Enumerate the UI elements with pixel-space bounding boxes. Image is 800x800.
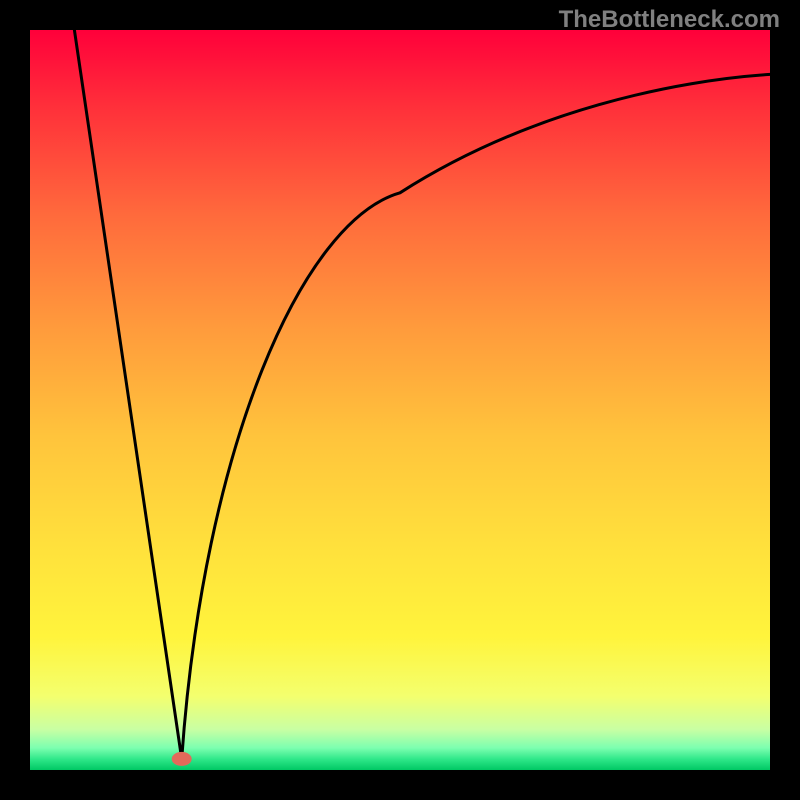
curve-layer — [30, 30, 770, 770]
plot-area — [30, 30, 770, 770]
watermark-link[interactable]: TheBottleneck.com — [559, 6, 780, 34]
bottleneck-curve — [74, 30, 770, 759]
chart-container: TheBottleneck.com — [0, 0, 800, 800]
optimum-marker — [172, 752, 192, 766]
